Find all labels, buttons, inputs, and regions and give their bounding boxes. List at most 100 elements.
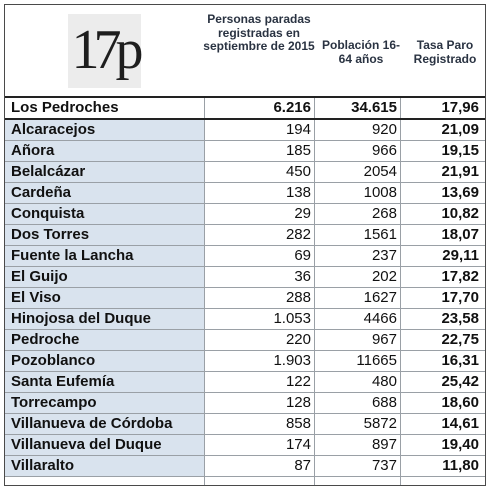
unemployment-table: 17p Personas paradas registradas en sept… bbox=[4, 4, 486, 486]
parados-value: 128 bbox=[285, 394, 311, 411]
poblacion-value: 237 bbox=[371, 247, 397, 264]
tasa-value: 13,69 bbox=[441, 184, 479, 201]
parados-value: 69 bbox=[294, 247, 311, 264]
tasa-value: 16,31 bbox=[441, 352, 479, 369]
table-header: 17p Personas paradas registradas en sept… bbox=[5, 5, 485, 95]
poblacion-value: 920 bbox=[371, 121, 397, 138]
column-divider bbox=[400, 96, 401, 485]
table-row: Añora 185 966 19,15 bbox=[5, 141, 485, 162]
poblacion-value: 34.615 bbox=[351, 99, 397, 116]
poblacion-value: 966 bbox=[371, 142, 397, 159]
parados-value: 220 bbox=[285, 331, 311, 348]
parados-value: 282 bbox=[285, 226, 311, 243]
municipality-name: Belalcázar bbox=[5, 162, 204, 182]
parados-value: 138 bbox=[285, 184, 311, 201]
poblacion-value: 11665 bbox=[356, 352, 397, 369]
poblacion-value: 737 bbox=[371, 457, 397, 474]
poblacion-value: 1627 bbox=[363, 289, 397, 306]
poblacion-value: 268 bbox=[371, 205, 397, 222]
parados-value: 185 bbox=[285, 142, 311, 159]
table-row: Pedroche 220 967 22,75 bbox=[5, 330, 485, 351]
tasa-value: 21,09 bbox=[441, 121, 479, 138]
table-row: Cardeña 138 1008 13,69 bbox=[5, 183, 485, 204]
poblacion-value: 5872 bbox=[363, 415, 397, 432]
tasa-value: 18,60 bbox=[441, 394, 479, 411]
parados-value: 87 bbox=[294, 457, 311, 474]
tasa-value: 22,75 bbox=[441, 331, 479, 348]
tasa-value: 29,11 bbox=[442, 247, 479, 264]
poblacion-value: 1008 bbox=[363, 184, 397, 201]
table-row: Pozoblanco 1.903 11665 16,31 bbox=[5, 351, 485, 372]
parados-value: 450 bbox=[285, 163, 311, 180]
tasa-value: 19,15 bbox=[441, 142, 479, 159]
header-tasa: Tasa Paro Registrado bbox=[413, 38, 477, 66]
parados-value: 6.216 bbox=[273, 99, 311, 116]
poblacion-value: 1561 bbox=[363, 226, 397, 243]
header-parados: Personas paradas registradas en septiemb… bbox=[203, 12, 315, 53]
municipality-name: Alcaracejos bbox=[5, 120, 204, 140]
table-body: Los Pedroches 6.216 34.615 17,96 Alcaracejos… bbox=[5, 96, 485, 477]
municipality-name: Conquista bbox=[5, 204, 204, 224]
column-divider bbox=[314, 96, 315, 485]
municipality-name: Dos Torres bbox=[5, 225, 204, 245]
table-row: El Guijo 36 202 17,82 bbox=[5, 267, 485, 288]
tasa-value: 14,61 bbox=[441, 415, 479, 432]
table-row-total: Los Pedroches 6.216 34.615 17,96 bbox=[5, 96, 485, 120]
municipality-name: Torrecampo bbox=[5, 393, 204, 413]
tasa-value: 25,42 bbox=[441, 373, 479, 390]
municipality-name: Villanueva del Duque bbox=[5, 435, 204, 455]
parados-value: 858 bbox=[285, 415, 311, 432]
tasa-value: 17,70 bbox=[441, 289, 479, 306]
parados-value: 1.903 bbox=[273, 352, 311, 369]
table-row: Torrecampo 128 688 18,60 bbox=[5, 393, 485, 414]
logo: 17p bbox=[68, 14, 144, 88]
table-row: Santa Eufemía 122 480 25,42 bbox=[5, 372, 485, 393]
table-row: Villanueva del Duque 174 897 19,40 bbox=[5, 435, 485, 456]
poblacion-value: 688 bbox=[371, 394, 397, 411]
municipality-name: Cardeña bbox=[5, 183, 204, 203]
municipality-name: Fuente la Lancha bbox=[5, 246, 204, 266]
tasa-value: 21,91 bbox=[441, 163, 479, 180]
municipality-name: Pozoblanco bbox=[5, 351, 204, 371]
parados-value: 36 bbox=[294, 268, 311, 285]
parados-value: 29 bbox=[294, 205, 311, 222]
parados-value: 1.053 bbox=[273, 310, 311, 327]
table-row: Hinojosa del Duque 1.053 4466 23,58 bbox=[5, 309, 485, 330]
table-row: Villanueva de Córdoba 858 5872 14,61 bbox=[5, 414, 485, 435]
poblacion-value: 202 bbox=[371, 268, 397, 285]
parados-value: 194 bbox=[285, 121, 311, 138]
poblacion-value: 4466 bbox=[363, 310, 397, 327]
municipality-name: Villanueva de Córdoba bbox=[5, 414, 204, 434]
municipality-name: Pedroche bbox=[5, 330, 204, 350]
column-divider bbox=[204, 96, 205, 485]
tasa-value: 23,58 bbox=[441, 310, 479, 327]
parados-value: 122 bbox=[285, 373, 311, 390]
tasa-value: 17,96 bbox=[441, 99, 479, 116]
table-row: Fuente la Lancha 69 237 29,11 bbox=[5, 246, 485, 267]
tasa-value: 11,80 bbox=[442, 457, 479, 474]
tasa-value: 19,40 bbox=[441, 436, 479, 453]
table-row: Dos Torres 282 1561 18,07 bbox=[5, 225, 485, 246]
municipality-name: Los Pedroches bbox=[5, 98, 204, 118]
municipality-name: Villaralto bbox=[5, 456, 204, 476]
poblacion-value: 2054 bbox=[363, 163, 397, 180]
poblacion-value: 897 bbox=[371, 436, 397, 453]
tasa-value: 17,82 bbox=[441, 268, 479, 285]
parados-value: 288 bbox=[285, 289, 311, 306]
table-row: Conquista 29 268 10,82 bbox=[5, 204, 485, 225]
header-poblacion: Población 16-64 años bbox=[321, 38, 401, 66]
table-row: Villaralto 87 737 11,80 bbox=[5, 456, 485, 477]
table-row: Alcaracejos 194 920 21,09 bbox=[5, 120, 485, 141]
municipality-name: Hinojosa del Duque bbox=[5, 309, 204, 329]
poblacion-value: 967 bbox=[371, 331, 397, 348]
tasa-value: 10,82 bbox=[441, 205, 479, 222]
municipality-name: El Guijo bbox=[5, 267, 204, 287]
municipality-name: Santa Eufemía bbox=[5, 372, 204, 392]
parados-value: 174 bbox=[285, 436, 311, 453]
municipality-name: El Viso bbox=[5, 288, 204, 308]
poblacion-value: 480 bbox=[371, 373, 397, 390]
tasa-value: 18,07 bbox=[441, 226, 479, 243]
logo-text: 17p bbox=[71, 19, 144, 81]
municipality-name: Añora bbox=[5, 141, 204, 161]
table-row: El Viso 288 1627 17,70 bbox=[5, 288, 485, 309]
